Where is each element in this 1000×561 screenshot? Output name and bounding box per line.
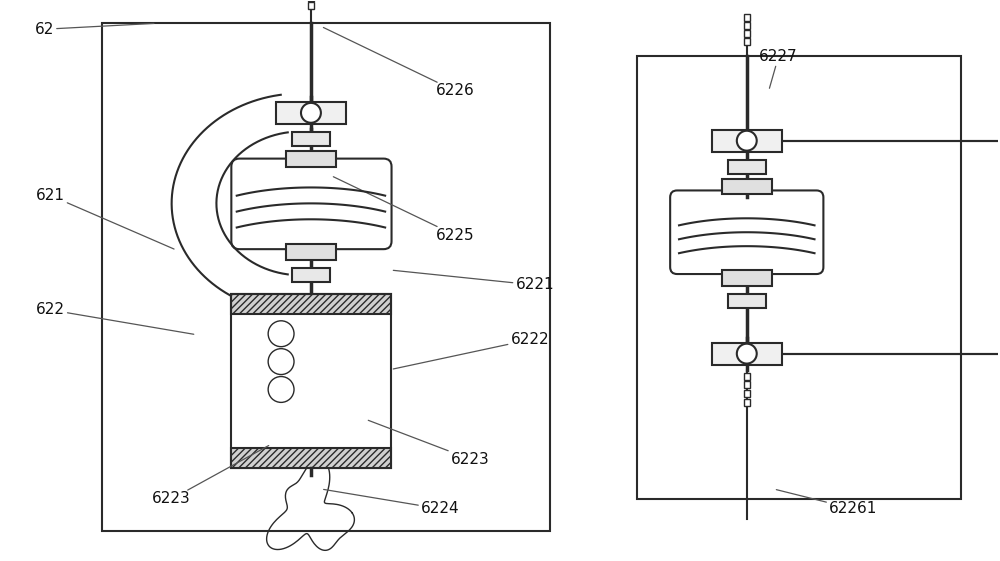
Bar bbox=[744, 399, 750, 406]
Bar bbox=[292, 132, 330, 146]
Text: 6225: 6225 bbox=[333, 177, 475, 243]
Bar bbox=[308, 2, 314, 10]
Bar bbox=[286, 244, 336, 260]
Text: 62261: 62261 bbox=[776, 490, 877, 516]
Circle shape bbox=[737, 344, 757, 364]
FancyBboxPatch shape bbox=[231, 159, 392, 249]
Bar bbox=[712, 343, 782, 365]
Bar bbox=[231, 294, 391, 468]
Bar bbox=[637, 56, 961, 499]
Bar bbox=[292, 268, 330, 282]
Bar bbox=[744, 22, 750, 29]
Circle shape bbox=[268, 321, 294, 347]
Text: 6221: 6221 bbox=[393, 270, 554, 292]
Bar bbox=[231, 448, 391, 468]
Circle shape bbox=[737, 131, 757, 151]
Bar bbox=[722, 178, 772, 195]
Bar bbox=[286, 151, 336, 167]
Circle shape bbox=[268, 348, 294, 375]
Bar bbox=[728, 159, 766, 173]
Bar bbox=[231, 294, 391, 314]
Circle shape bbox=[268, 376, 294, 402]
Bar bbox=[744, 390, 750, 397]
Circle shape bbox=[301, 103, 321, 123]
Text: 62: 62 bbox=[35, 22, 154, 37]
Bar bbox=[712, 130, 782, 151]
Bar bbox=[744, 38, 750, 45]
Text: 6227: 6227 bbox=[759, 49, 798, 88]
Text: 622: 622 bbox=[36, 302, 194, 334]
Bar bbox=[722, 270, 772, 286]
Text: 6226: 6226 bbox=[323, 27, 475, 98]
Text: 6224: 6224 bbox=[324, 489, 460, 516]
Bar bbox=[308, 0, 314, 1]
Text: 6222: 6222 bbox=[393, 332, 549, 369]
Bar bbox=[276, 102, 346, 124]
Bar bbox=[744, 30, 750, 37]
Bar bbox=[744, 15, 750, 21]
Text: 621: 621 bbox=[36, 188, 174, 249]
Bar bbox=[744, 373, 750, 379]
Bar bbox=[102, 23, 550, 531]
FancyBboxPatch shape bbox=[670, 190, 823, 274]
Text: 6223: 6223 bbox=[368, 420, 490, 467]
Bar bbox=[744, 381, 750, 388]
Bar bbox=[728, 294, 766, 308]
Text: 6223: 6223 bbox=[152, 445, 269, 507]
